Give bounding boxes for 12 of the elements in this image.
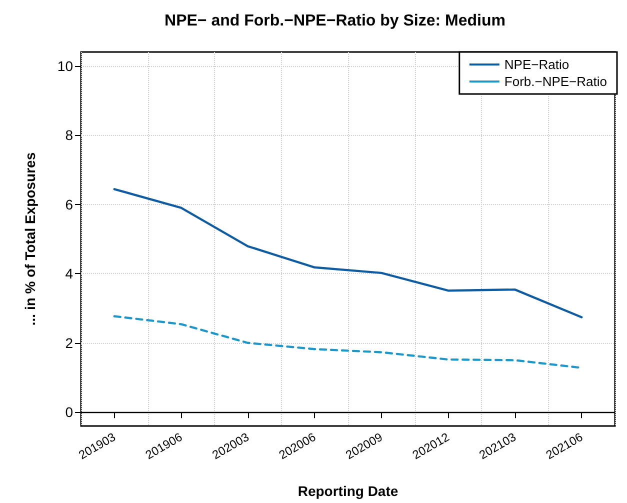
y-tick-label: 6 xyxy=(65,196,74,212)
y-tick-label: 4 xyxy=(65,266,74,282)
legend-label: Forb.−NPE−Ratio xyxy=(504,74,608,89)
x-axis-title: Reporting Date xyxy=(298,483,398,499)
legend-label: NPE−Ratio xyxy=(504,57,570,72)
y-tick-label: 2 xyxy=(65,334,74,351)
y-axis-title: ... in % of Total Exposures xyxy=(22,152,38,326)
chart-title: NPE− and Forb.−NPE−Ratio by Size: Medium xyxy=(164,12,506,30)
y-tick-label: 10 xyxy=(57,58,74,74)
line-series xyxy=(113,188,583,318)
y-tick-label: 8 xyxy=(65,127,74,144)
y-tick-label: 0 xyxy=(65,404,74,420)
